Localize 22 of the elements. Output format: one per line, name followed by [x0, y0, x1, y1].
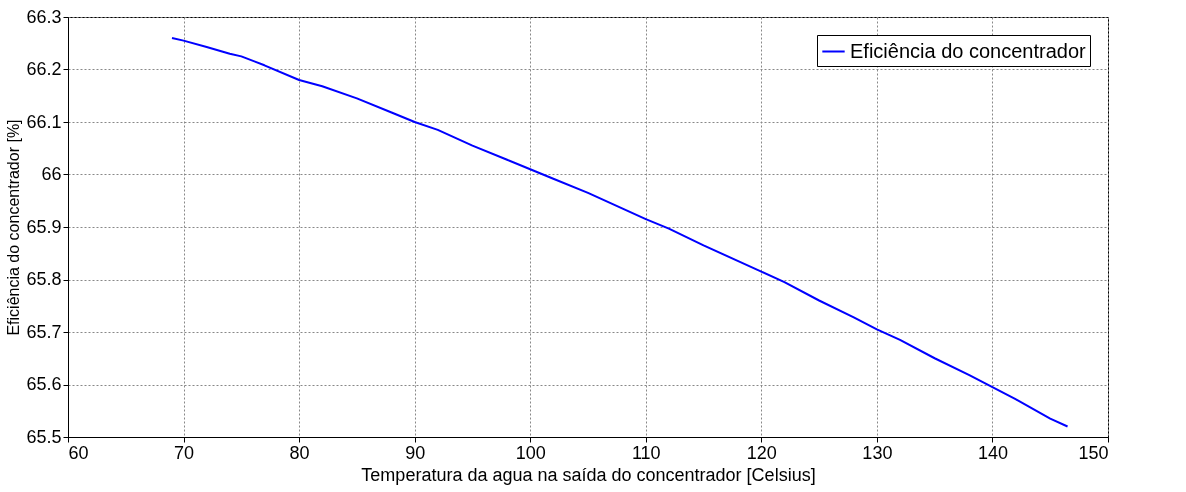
y-tick-label: 65.6	[26, 374, 62, 394]
y-tick-label: 65.5	[26, 426, 62, 447]
y-tick-label: 66	[41, 164, 62, 184]
y-tick-label: 65.9	[26, 216, 62, 237]
x-tick-label: 80	[289, 442, 310, 463]
x-axis-title: Temperatura da agua na saída do concentrador [Celsius]	[361, 464, 816, 485]
x-tick-label: 100	[515, 442, 546, 463]
y-tick-label: 66.1	[26, 111, 62, 132]
y-tick-label: 65.7	[26, 321, 62, 342]
x-tick-label: 150	[1078, 442, 1109, 463]
x-tick-label: 130	[862, 442, 893, 463]
y-axis-title: Eficiência do concentrador [%]	[5, 119, 23, 336]
x-tick-label: 70	[174, 442, 195, 463]
x-tick-label: 110	[631, 442, 661, 463]
y-tick-label: 66.3	[26, 6, 62, 27]
y-tick-label: 65.8	[26, 269, 62, 289]
x-tick-label: 90	[405, 442, 426, 463]
x-tick-label: 140	[977, 442, 1008, 463]
y-tick-label: 66.2	[26, 59, 62, 79]
legend-label: Eficiência do concentrador	[850, 39, 1087, 62]
x-tick-label: 60	[68, 442, 89, 463]
x-tick-label: 120	[746, 442, 777, 463]
